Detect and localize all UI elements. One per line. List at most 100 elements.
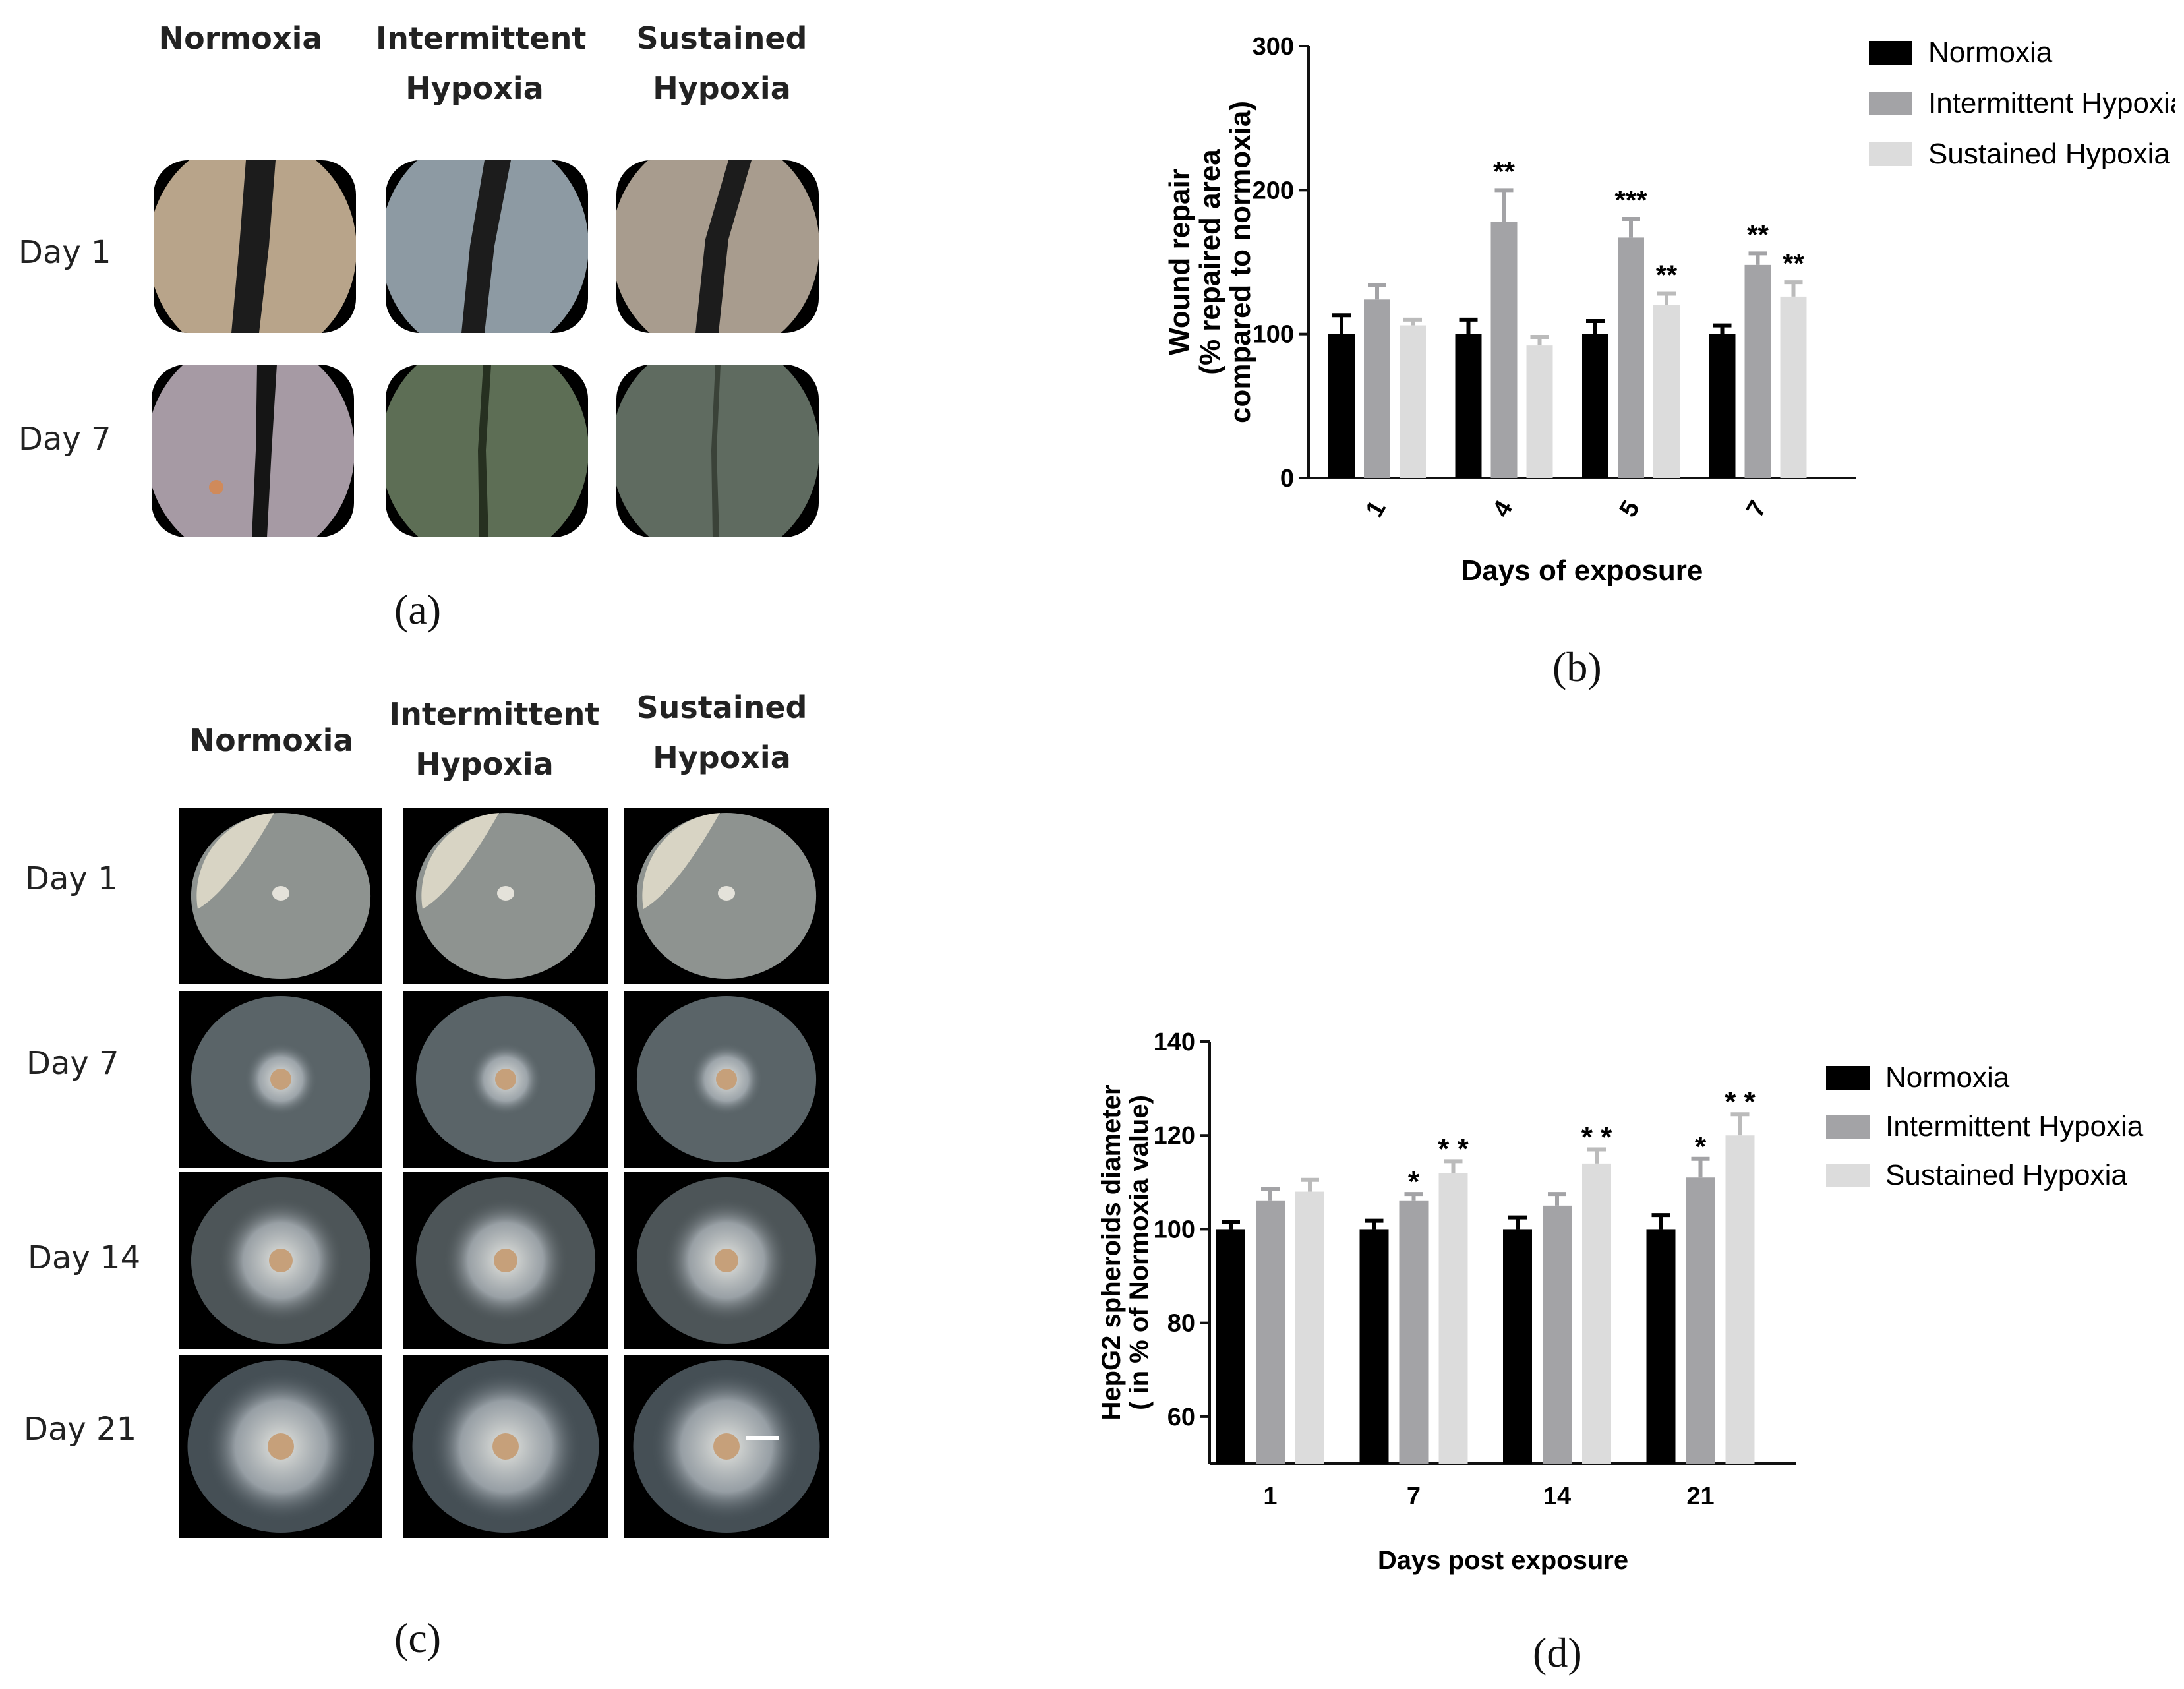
y-tick-label: 80 <box>1167 1310 1195 1338</box>
legend-swatch <box>1869 41 1912 65</box>
bar-intermittent-hypoxia-5 <box>1618 237 1644 478</box>
y-tick-label: 60 <box>1167 1404 1195 1431</box>
bar-intermittent-hypoxia-1 <box>1364 299 1390 478</box>
bar-normoxia-21 <box>1646 1229 1676 1464</box>
panel-c-col-header-sustained: Sustained Hypoxia <box>636 690 808 775</box>
wound-photo-day1-sustained <box>616 160 819 333</box>
x-tick-label: 5 <box>1614 496 1645 521</box>
bar-sustained-hypoxia-1 <box>1295 1191 1324 1464</box>
bar-normoxia-7 <box>1359 1229 1389 1464</box>
panel-c-row-label-day1: Day 1 <box>25 860 118 897</box>
spheroid-photo-day14-normoxia <box>179 1172 382 1349</box>
panel-a-col-header-sustained: Sustained Hypoxia <box>636 20 808 106</box>
significance-label: * <box>1695 1131 1707 1163</box>
y-tick-label: 200 <box>1253 177 1294 204</box>
spheroid-photo-day7-sustained <box>624 991 829 1168</box>
bar-intermittent-hypoxia-4 <box>1490 222 1518 478</box>
significance-label: ** <box>1747 219 1769 250</box>
x-tick-label: 7 <box>1407 1483 1421 1510</box>
x-tick-label: 14 <box>1543 1483 1571 1510</box>
spheroid-photo-day7-intermittent <box>403 991 608 1168</box>
spheroid-photo-day21-normoxia <box>179 1355 382 1538</box>
panel-d-label: (d) <box>1533 1629 1582 1676</box>
bar-sustained-hypoxia-7 <box>1780 296 1807 478</box>
panel-a-col-header-intermittent: Intermittent Hypoxia <box>376 20 587 106</box>
wound-photo-day1-intermittent <box>386 160 588 333</box>
x-tick-label: 1 <box>1361 496 1392 521</box>
x-axis-label: Days post exposure <box>1378 1546 1628 1575</box>
bar-sustained-hypoxia-5 <box>1653 305 1680 478</box>
x-axis-label: Days of exposure <box>1461 554 1703 587</box>
y-axis-label-line: (% repaired area <box>1194 149 1226 375</box>
y-axis-label-line: ( in % of Normoxia value) <box>1125 1095 1154 1410</box>
y-tick-label: 140 <box>1154 1028 1195 1056</box>
panel-c-label: (c) <box>394 1615 442 1661</box>
bar-intermittent-hypoxia-7 <box>1399 1200 1429 1464</box>
y-axis-label-line: Wound repair <box>1164 169 1196 355</box>
panel-c-row-label-day21: Day 21 <box>24 1411 137 1448</box>
bar-sustained-hypoxia-7 <box>1438 1173 1468 1464</box>
bar-sustained-hypoxia-1 <box>1400 325 1426 478</box>
significance-label: *** <box>1614 185 1647 216</box>
legend-label: Normoxia <box>1885 1061 2010 1094</box>
panel-c-row-label-day7: Day 7 <box>26 1045 119 1082</box>
y-tick-label: 100 <box>1154 1216 1195 1243</box>
spheroid-photo-day14-sustained <box>624 1172 829 1349</box>
legend-label: Normoxia <box>1928 36 2053 69</box>
wound-photo-day1-normoxia <box>154 160 356 333</box>
x-tick-label: 1 <box>1263 1483 1277 1510</box>
bar-normoxia-5 <box>1582 334 1608 478</box>
legend-swatch <box>1869 142 1912 166</box>
significance-label: ** <box>1493 156 1515 187</box>
x-tick-label: 21 <box>1686 1483 1714 1510</box>
significance-label: ** <box>1783 248 1804 279</box>
x-tick-label: 7 <box>1741 496 1772 521</box>
legend-label: Sustained Hypoxia <box>1885 1159 2127 1191</box>
spheroid-photo-day14-intermittent <box>403 1172 608 1349</box>
legend-swatch <box>1826 1164 1870 1187</box>
bar-normoxia-14 <box>1503 1229 1532 1464</box>
spheroid-photo-day21-intermittent <box>403 1355 608 1538</box>
significance-label: * * <box>1725 1086 1756 1118</box>
wound-photo-day7-normoxia <box>152 365 354 537</box>
panel-a-row-label-day7: Day 7 <box>18 421 111 458</box>
legend-label: Sustained Hypoxia <box>1928 138 2170 170</box>
legend-label: Intermittent Hypoxia <box>1928 87 2175 119</box>
legend-swatch <box>1869 92 1912 115</box>
panel-a-row-label-day1: Day 1 <box>18 234 111 271</box>
significance-label: * * <box>1438 1133 1469 1165</box>
panel-a-label: (a) <box>394 586 442 633</box>
bar-normoxia-4 <box>1455 334 1482 478</box>
legend-swatch <box>1826 1066 1870 1090</box>
bar-normoxia-7 <box>1709 334 1736 478</box>
y-axis-label-line: compared to normoxia) <box>1224 101 1256 423</box>
spheroid-photo-day1-normoxia <box>179 808 382 984</box>
bar-normoxia-1 <box>1328 334 1355 478</box>
y-tick-label: 300 <box>1253 33 1294 61</box>
y-tick-label: 100 <box>1253 321 1294 349</box>
wound-photo-day7-intermittent <box>386 365 588 537</box>
bar-intermittent-hypoxia-21 <box>1686 1177 1715 1464</box>
x-tick-label: 4 <box>1487 496 1518 521</box>
bar-sustained-hypoxia-4 <box>1526 345 1553 478</box>
y-axis-label-line: HepG2 spheroids diameter <box>1097 1084 1126 1420</box>
legend-label: Intermittent Hypoxia <box>1885 1110 2144 1142</box>
panel-c-col-header-intermittent: Intermittent Hypoxia <box>389 696 600 782</box>
chart-d-spheroid-diameter: 60 80 100 120 140 1 * * * 7 * * 14 * * * 21 Days post … <box>1097 1028 2144 1575</box>
bar-sustained-hypoxia-14 <box>1582 1163 1611 1464</box>
bar-sustained-hypoxia-21 <box>1725 1135 1755 1464</box>
bar-intermittent-hypoxia-14 <box>1543 1205 1572 1464</box>
y-tick-label: 0 <box>1280 465 1294 492</box>
spheroid-photo-day1-intermittent <box>403 808 608 984</box>
spheroid-photo-day7-normoxia <box>179 991 382 1168</box>
spheroid-photo-day21-sustained <box>624 1355 829 1538</box>
panel-b-label: (b) <box>1552 643 1602 690</box>
significance-label: ** <box>1656 260 1678 291</box>
spheroid-photo-day1-sustained <box>624 808 829 984</box>
significance-label: * * <box>1581 1121 1612 1154</box>
y-tick-label: 120 <box>1154 1122 1195 1150</box>
panel-c-col-header-normoxia: Normoxia <box>189 723 354 758</box>
legend-swatch <box>1826 1115 1870 1139</box>
significance-label: * <box>1408 1166 1420 1198</box>
